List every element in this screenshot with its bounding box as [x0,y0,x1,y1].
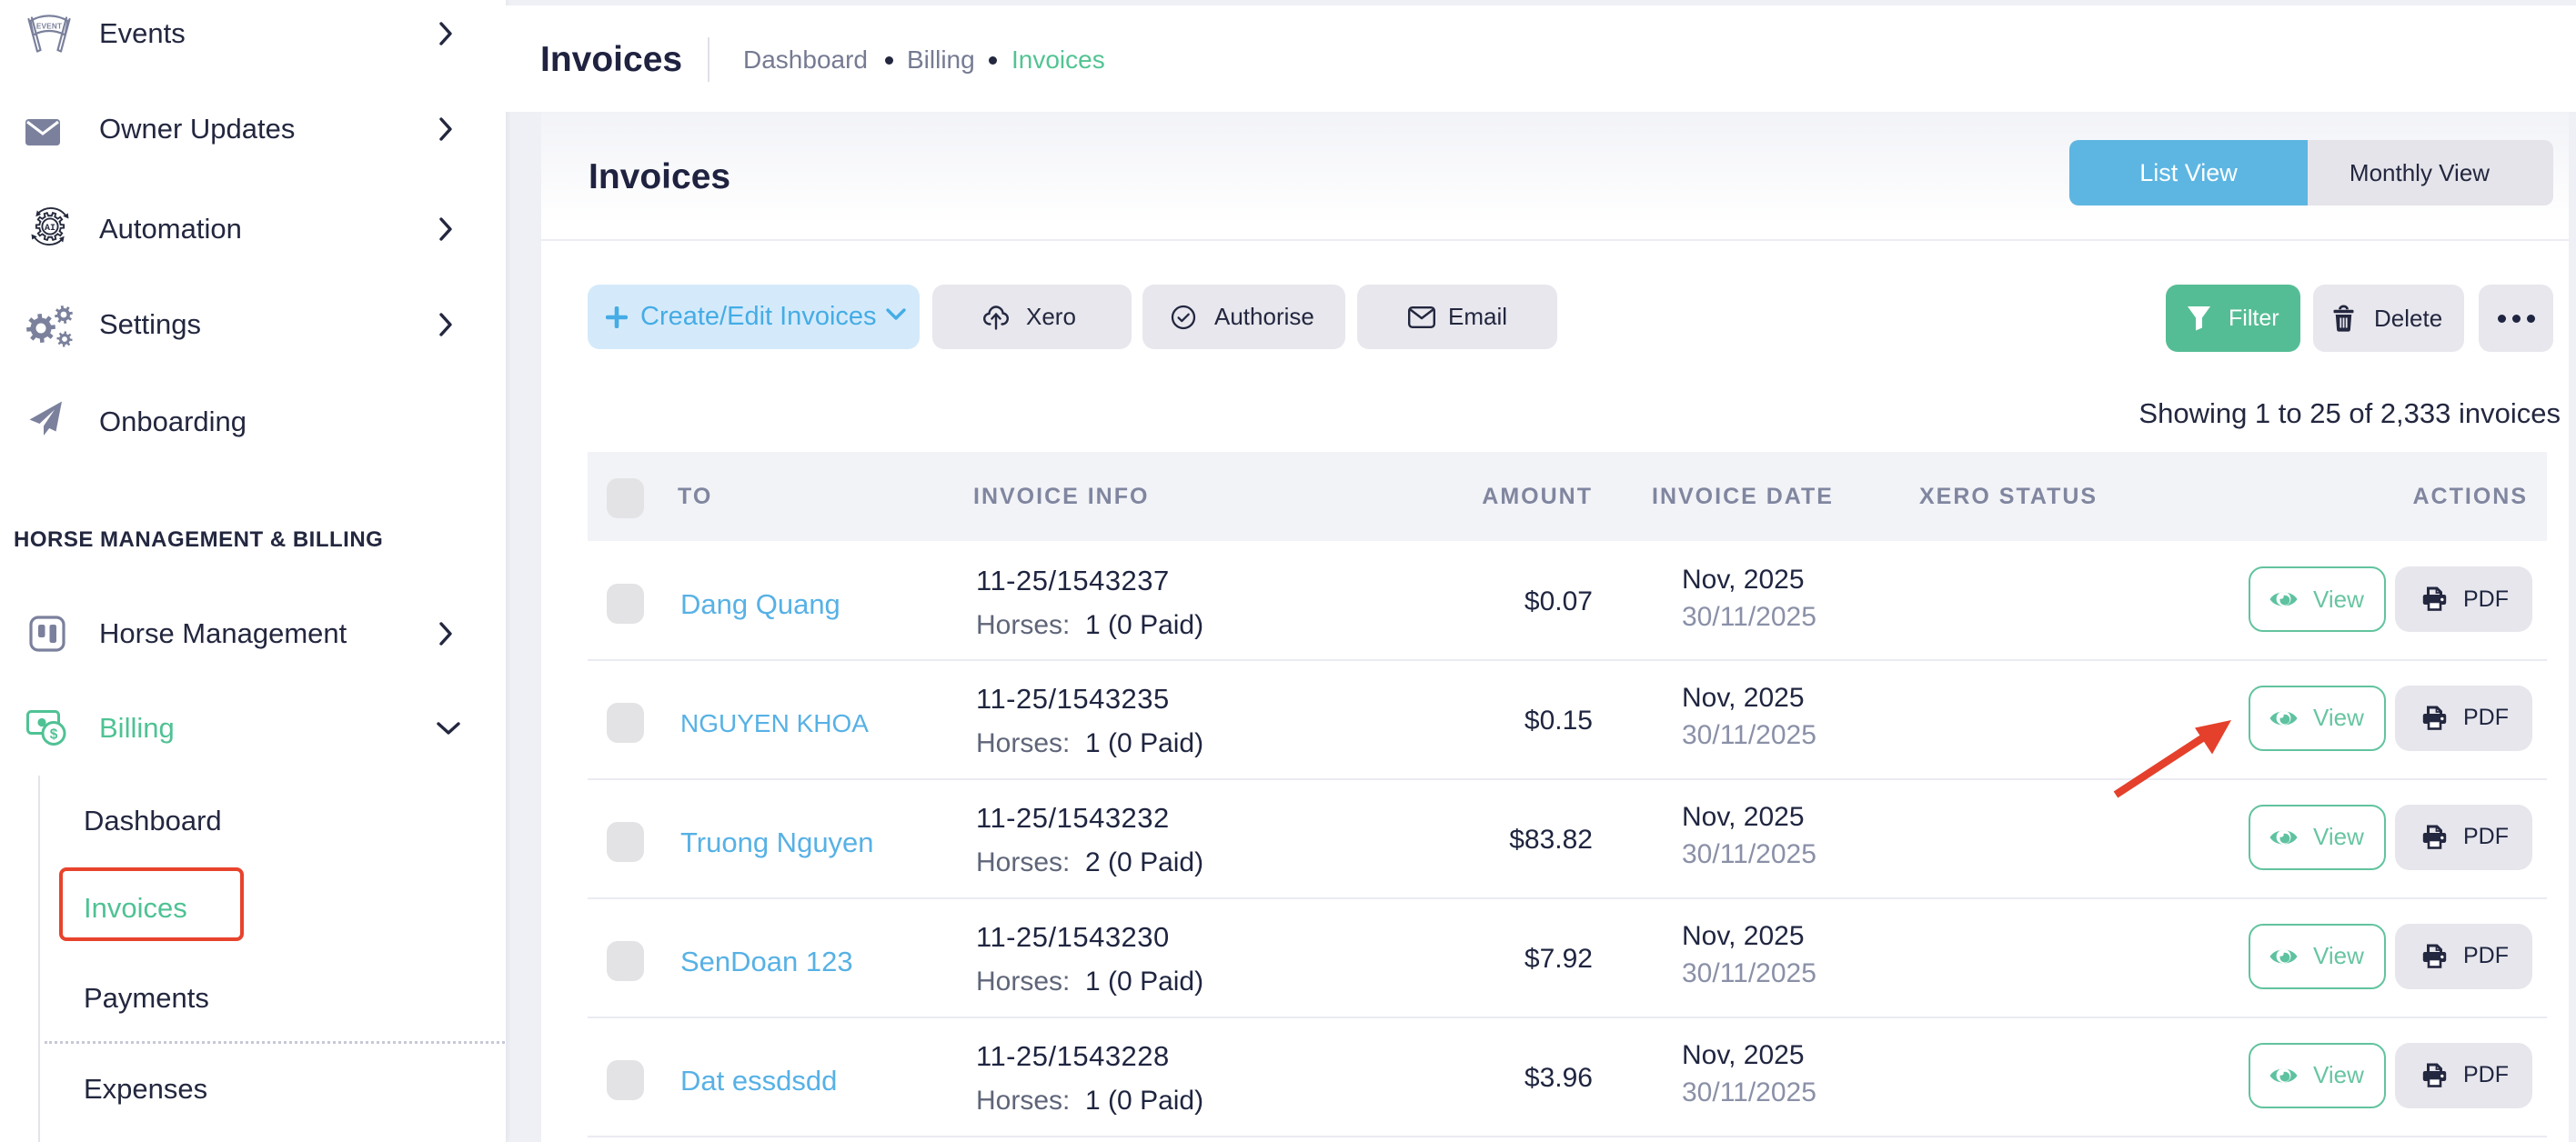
svg-text:EVENT: EVENT [36,23,62,31]
svg-text:AI: AI [45,224,55,234]
svg-text:$: $ [50,727,58,743]
